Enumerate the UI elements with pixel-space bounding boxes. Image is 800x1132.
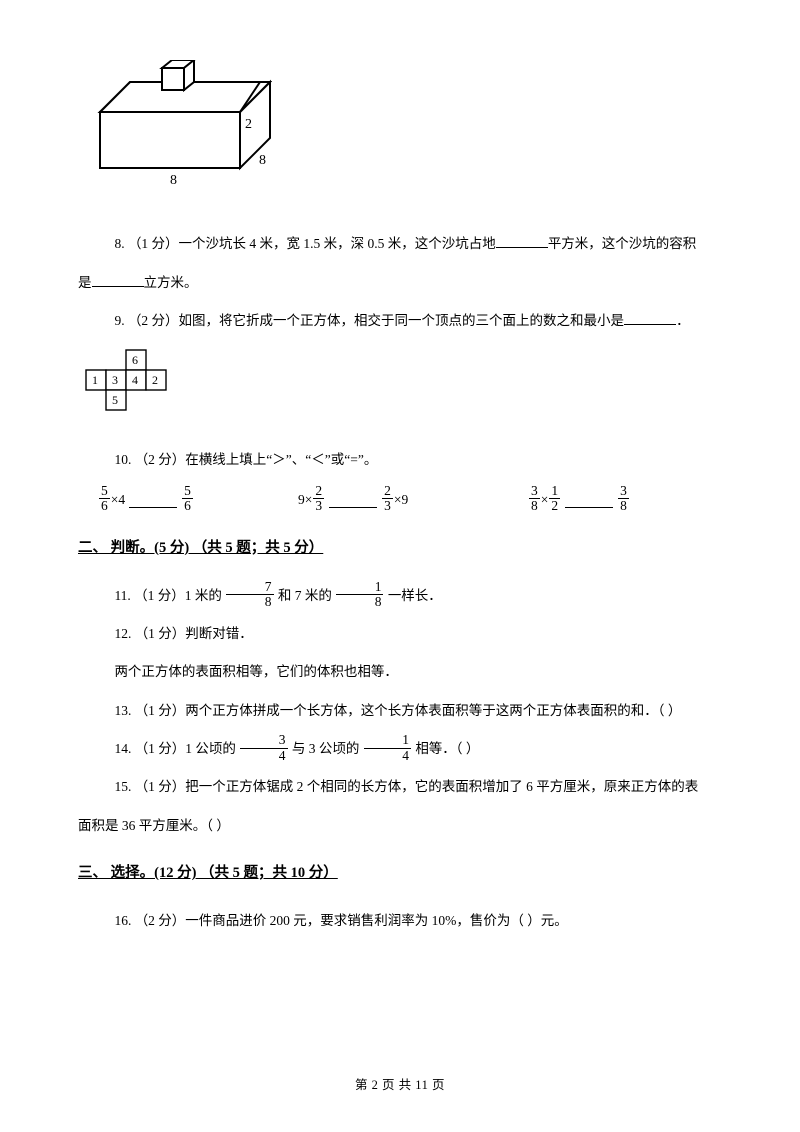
fraction: 56 — [182, 484, 193, 513]
q14-pre: 14. （1 分）1 公顷的 — [114, 741, 239, 756]
label-depth: 8 — [259, 153, 266, 168]
svg-text:4: 4 — [132, 373, 138, 387]
fraction: 38 — [529, 484, 540, 513]
q9-period: ． — [676, 313, 690, 328]
blank[interactable] — [92, 272, 144, 287]
q11-mid: 和 7 米的 — [278, 588, 335, 603]
section-3-heading: 三、 选择。(12 分) （共 5 题；共 10 分） — [78, 856, 722, 891]
question-9: 9. （2 分）如图，将它折成一个正方体，相交于同一个顶点的三个面上的数之和最小… — [78, 305, 722, 337]
question-12b: 两个正方体的表面积相等，它们的体积也相等． — [78, 656, 722, 688]
q14-mid: 与 3 公顷的 — [292, 741, 363, 756]
question-8-line1: 8. （1 分）一个沙坑长 4 米，宽 1.5 米，深 0.5 米，这个沙坑占地… — [78, 228, 722, 260]
q8-mid: 平方米，这个沙坑的容积 — [548, 236, 697, 251]
text: ×4 — [111, 484, 125, 516]
question-11: 11. （1 分）1 米的 78 和 7 米的 18 一样长． — [78, 580, 722, 612]
label-height: 2 — [245, 117, 252, 132]
svg-text:5: 5 — [112, 393, 118, 407]
section-2-heading: 二、 判断。(5 分) （共 5 题；共 5 分） — [78, 531, 722, 566]
q8-l2-pre: 是 — [78, 275, 92, 290]
svg-text:1: 1 — [92, 373, 98, 387]
question-15a: 15. （1 分）把一个正方体锯成 2 个相同的长方体，它的表面积增加了 6 平… — [78, 771, 722, 803]
blank[interactable] — [624, 310, 676, 325]
question-8-line2: 是 立方米。 — [78, 267, 722, 299]
blank[interactable] — [565, 493, 613, 508]
fraction: 78 — [226, 580, 273, 609]
q10-text: 10. （2 分）在横线上填上“＞”、“＜”或“=”。 — [114, 452, 377, 467]
blank[interactable] — [129, 493, 177, 508]
page-footer: 第 2 页 共 11 页 — [0, 1070, 800, 1100]
question-15b: 面积是 36 平方厘米。（ ） — [78, 810, 722, 842]
compare-row: 56 ×4 56 9× 23 23 ×9 38 × 12 38 — [78, 484, 722, 516]
text: ×9 — [394, 484, 408, 516]
q8-l2-suf: 立方米。 — [144, 275, 198, 290]
q11-post: 一样长． — [388, 588, 442, 603]
fraction: 23 — [382, 484, 393, 513]
fraction: 23 — [313, 484, 324, 513]
q9-text: 9. （2 分）如图，将它折成一个正方体，相交于同一个顶点的三个面上的数之和最小… — [114, 313, 624, 328]
fraction: 18 — [336, 580, 383, 609]
figure-cube-net: 6 1 3 4 2 5 — [84, 348, 722, 426]
blank[interactable] — [496, 234, 548, 249]
compare-3: 38 × 12 38 — [528, 484, 722, 516]
label-width: 8 — [170, 173, 177, 188]
text: 9× — [298, 484, 312, 516]
q8-prefix: 8. （1 分）一个沙坑长 4 米，宽 1.5 米，深 0.5 米，这个沙坑占地 — [114, 236, 495, 251]
fraction: 12 — [549, 484, 560, 513]
fraction: 14 — [364, 733, 411, 762]
question-12a: 12. （1 分）判断对错． — [78, 618, 722, 650]
compare-1: 56 ×4 56 — [98, 484, 298, 516]
question-10: 10. （2 分）在横线上填上“＞”、“＜”或“=”。 — [78, 444, 722, 476]
svg-text:3: 3 — [112, 373, 118, 387]
text: × — [541, 484, 549, 516]
q14-post: 相等．（ ） — [415, 741, 479, 756]
blank[interactable] — [329, 493, 377, 508]
figure-cuboid: 8 8 2 — [84, 60, 722, 200]
svg-text:6: 6 — [132, 353, 138, 367]
q11-pre: 11. （1 分）1 米的 — [114, 588, 225, 603]
question-13: 13. （1 分）两个正方体拼成一个长方体，这个长方体表面积等于这两个正方体表面… — [78, 695, 722, 727]
cuboid-svg: 8 8 2 — [84, 60, 272, 188]
fraction: 34 — [240, 733, 287, 762]
question-14: 14. （1 分）1 公顷的 34 与 3 公顷的 14 相等．（ ） — [78, 733, 722, 765]
fraction: 38 — [618, 484, 629, 513]
net-svg: 6 1 3 4 2 5 — [84, 348, 170, 414]
compare-2: 9× 23 23 ×9 — [298, 484, 528, 516]
svg-text:2: 2 — [152, 373, 158, 387]
question-16: 16. （2 分）一件商品进价 200 元，要求销售利润率为 10%，售价为（ … — [78, 905, 722, 937]
fraction: 56 — [99, 484, 110, 513]
